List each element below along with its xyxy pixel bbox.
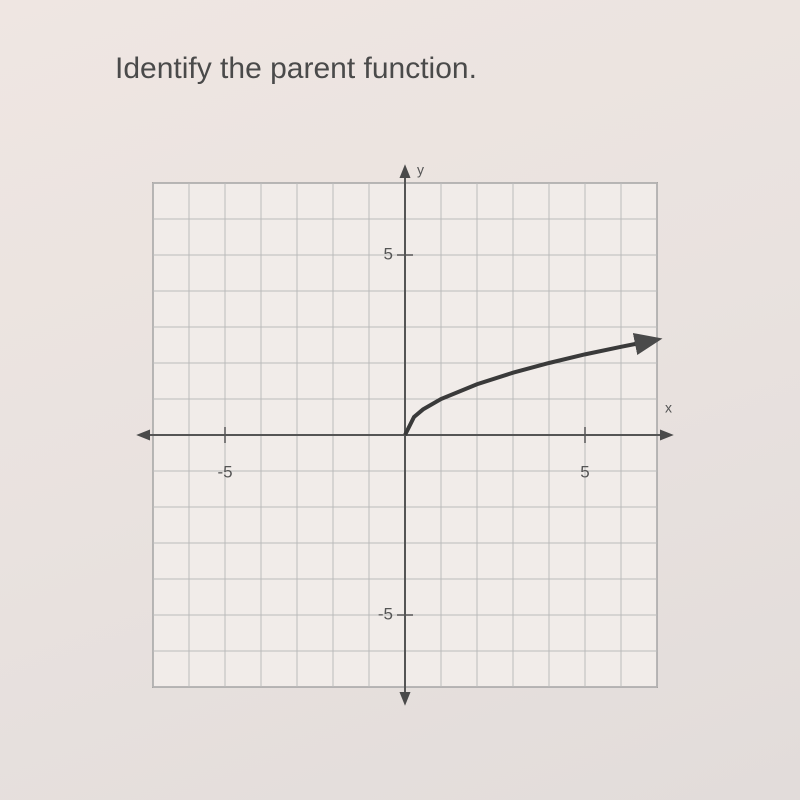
x-tick-label: 5 bbox=[580, 462, 589, 481]
y-tick-label: 5 bbox=[384, 244, 393, 263]
question-title: Identify the parent function. bbox=[115, 52, 477, 85]
y-axis-label: y bbox=[417, 162, 424, 178]
x-axis-label: x bbox=[665, 400, 672, 416]
function-curve bbox=[403, 333, 663, 436]
y-tick-label: -5 bbox=[378, 604, 393, 623]
x-tick-label: -5 bbox=[217, 462, 232, 481]
